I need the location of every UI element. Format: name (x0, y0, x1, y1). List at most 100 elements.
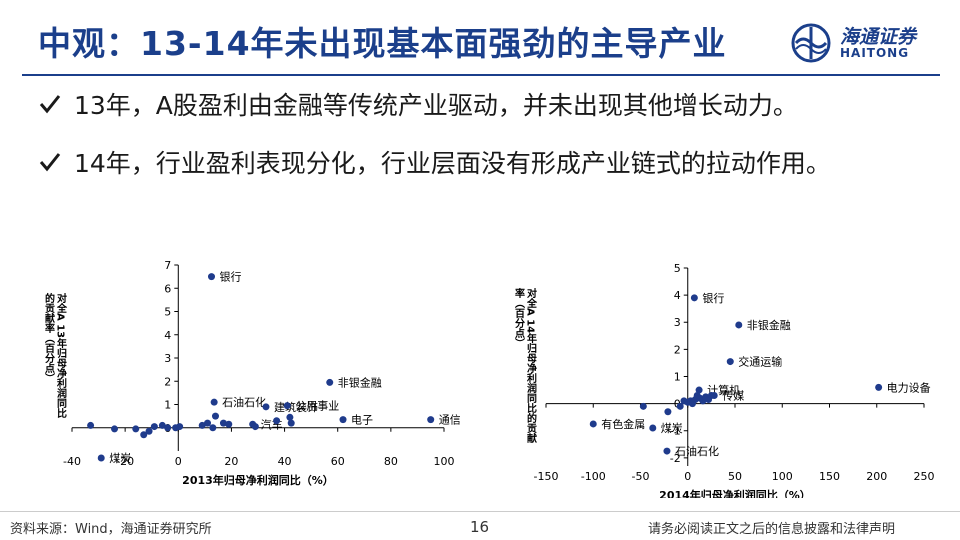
bullet-text: 14年，行业盈利表现分化，行业层面没有形成产业链式的拉动作用。 (74, 149, 831, 178)
data-point (87, 421, 95, 429)
slide-header: 中观：13-14年未出现基本面强劲的主导产业 海通证券 HAITONG (0, 0, 960, 74)
y-axis-title: 对全A 14年归母净利润同比的贡献 (525, 287, 538, 444)
x-tick-label: 20 (224, 455, 238, 468)
data-point (663, 447, 671, 455)
data-point (589, 420, 597, 428)
data-point (209, 424, 217, 432)
y-tick-label: 3 (674, 316, 681, 329)
y-tick-label: 5 (164, 306, 171, 319)
data-point (164, 424, 172, 432)
x-tick-label: 80 (384, 455, 398, 468)
point-label: 公用事业 (295, 400, 339, 413)
check-icon (39, 153, 61, 172)
point-label: 传媒 (722, 389, 744, 402)
point-label: 煤炭 (661, 422, 683, 435)
x-tick-label: -40 (63, 455, 81, 468)
data-point (262, 403, 270, 411)
point-label: 煤炭 (109, 452, 131, 465)
scatter-chart-2013: -40-2002040608010001234567银行非银金融石油石化建筑装饰… (30, 255, 461, 500)
point-label: 电力设备 (887, 380, 931, 394)
bullet-item: 14年，行业盈利表现分化，行业层面没有形成产业链式的拉动作用。 (38, 144, 938, 186)
point-label: 石油石化 (222, 395, 266, 409)
x-tick-label: -150 (534, 470, 559, 483)
data-point (211, 412, 219, 420)
data-point (875, 383, 883, 391)
y-tick-label: 1 (164, 399, 171, 412)
data-point (176, 423, 184, 431)
y-tick-label: -1 (670, 425, 681, 438)
data-point (326, 378, 334, 386)
data-point (676, 402, 684, 410)
bullet-text: 13年，A股盈利由金融等传统产业驱动，并未出现其他增长动力。 (74, 91, 798, 120)
point-label: 电子 (351, 414, 373, 427)
x-tick-label: 250 (914, 470, 935, 483)
page-number: 16 (470, 518, 490, 536)
point-label: 有色金属 (601, 417, 645, 431)
data-point (97, 454, 105, 462)
y-tick-label: 3 (164, 352, 171, 365)
data-point (339, 416, 347, 424)
y-axis-title: 对全A 13年归母净利润同比 (55, 292, 68, 419)
data-point (225, 420, 233, 428)
check-icon (39, 95, 61, 114)
data-point (158, 421, 166, 429)
y-axis-title: 的贡献率（百分点） (43, 292, 56, 383)
scatter-chart-2014: -150 -100 -50 0 50 100 150 200 250 -2 -1 0 1 2 3 4 5 银行 非银… (500, 258, 940, 502)
logo-text-en: HAITONG (840, 46, 910, 60)
y-tick-label: 4 (164, 329, 171, 342)
data-point (286, 413, 294, 421)
data-point (664, 408, 672, 416)
y-tick-label: 4 (674, 289, 681, 302)
x-tick-label: -50 (632, 470, 650, 483)
point-label: 石油石化 (675, 444, 719, 458)
data-point (145, 427, 153, 435)
point-label: 非银金融 (747, 318, 791, 332)
y-tick-label: 0 (674, 398, 681, 411)
point-label: 非银金融 (338, 375, 382, 389)
data-point (210, 398, 218, 406)
x-tick-label: 100 (772, 470, 793, 483)
haitong-logo: 海通证券 HAITONG (788, 22, 948, 66)
y-tick-label: 2 (164, 375, 171, 388)
x-tick-label: 50 (728, 470, 742, 483)
data-point (726, 358, 734, 366)
data-point (639, 402, 647, 410)
y-axis-title: 率（百分点） (513, 287, 526, 348)
x-tick-label: 150 (819, 470, 840, 483)
data-point (273, 417, 281, 425)
x-tick-label: -100 (581, 470, 606, 483)
data-point (198, 421, 206, 429)
bullet-item: 13年，A股盈利由金融等传统产业驱动，并未出现其他增长动力。 (38, 86, 938, 128)
data-point (204, 419, 212, 427)
x-tick-label: 40 (278, 455, 292, 468)
x-tick-label: 200 (866, 470, 887, 483)
page-title: 中观：13-14年未出现基本面强劲的主导产业 (38, 24, 727, 63)
bullet-list: 13年，A股盈利由金融等传统产业驱动，并未出现其他增长动力。 14年，行业盈利表… (38, 86, 938, 202)
header-divider (22, 74, 940, 76)
data-point (287, 419, 295, 427)
data-point (283, 402, 291, 410)
haitong-logo-icon (791, 23, 831, 63)
point-label: 银行 (702, 291, 724, 305)
data-point (427, 416, 435, 424)
x-tick-label: 0 (684, 470, 691, 483)
data-point (111, 425, 119, 433)
y-tick-label: -2 (670, 452, 681, 465)
x-tick-label: -20 (116, 455, 134, 468)
y-tick-label: 1 (674, 370, 681, 383)
scatter-chart-2014-svg: -150 -100 -50 0 50 100 150 200 250 -2 -1 0 1 2 3 4 5 银行非银… (513, 262, 935, 502)
data-point (707, 391, 715, 399)
x-axis-title: 2014年归母净利润同比（%） (659, 488, 811, 498)
data-point (251, 423, 259, 431)
disclaimer: 请务必阅读正文之后的信息披露和法律声明 (648, 522, 896, 537)
point-label: 银行 (220, 270, 242, 284)
data-point (735, 321, 743, 329)
footer-divider (0, 511, 960, 512)
x-tick-label: 100 (434, 455, 455, 468)
logo-text-cn: 海通证券 (840, 26, 917, 48)
data-point (208, 273, 215, 281)
y-tick-label: 5 (674, 262, 681, 275)
x-tick-label: 0 (175, 455, 182, 468)
source-note: 资料来源：Wind，海通证券研究所 (10, 522, 212, 537)
data-point (690, 294, 698, 302)
